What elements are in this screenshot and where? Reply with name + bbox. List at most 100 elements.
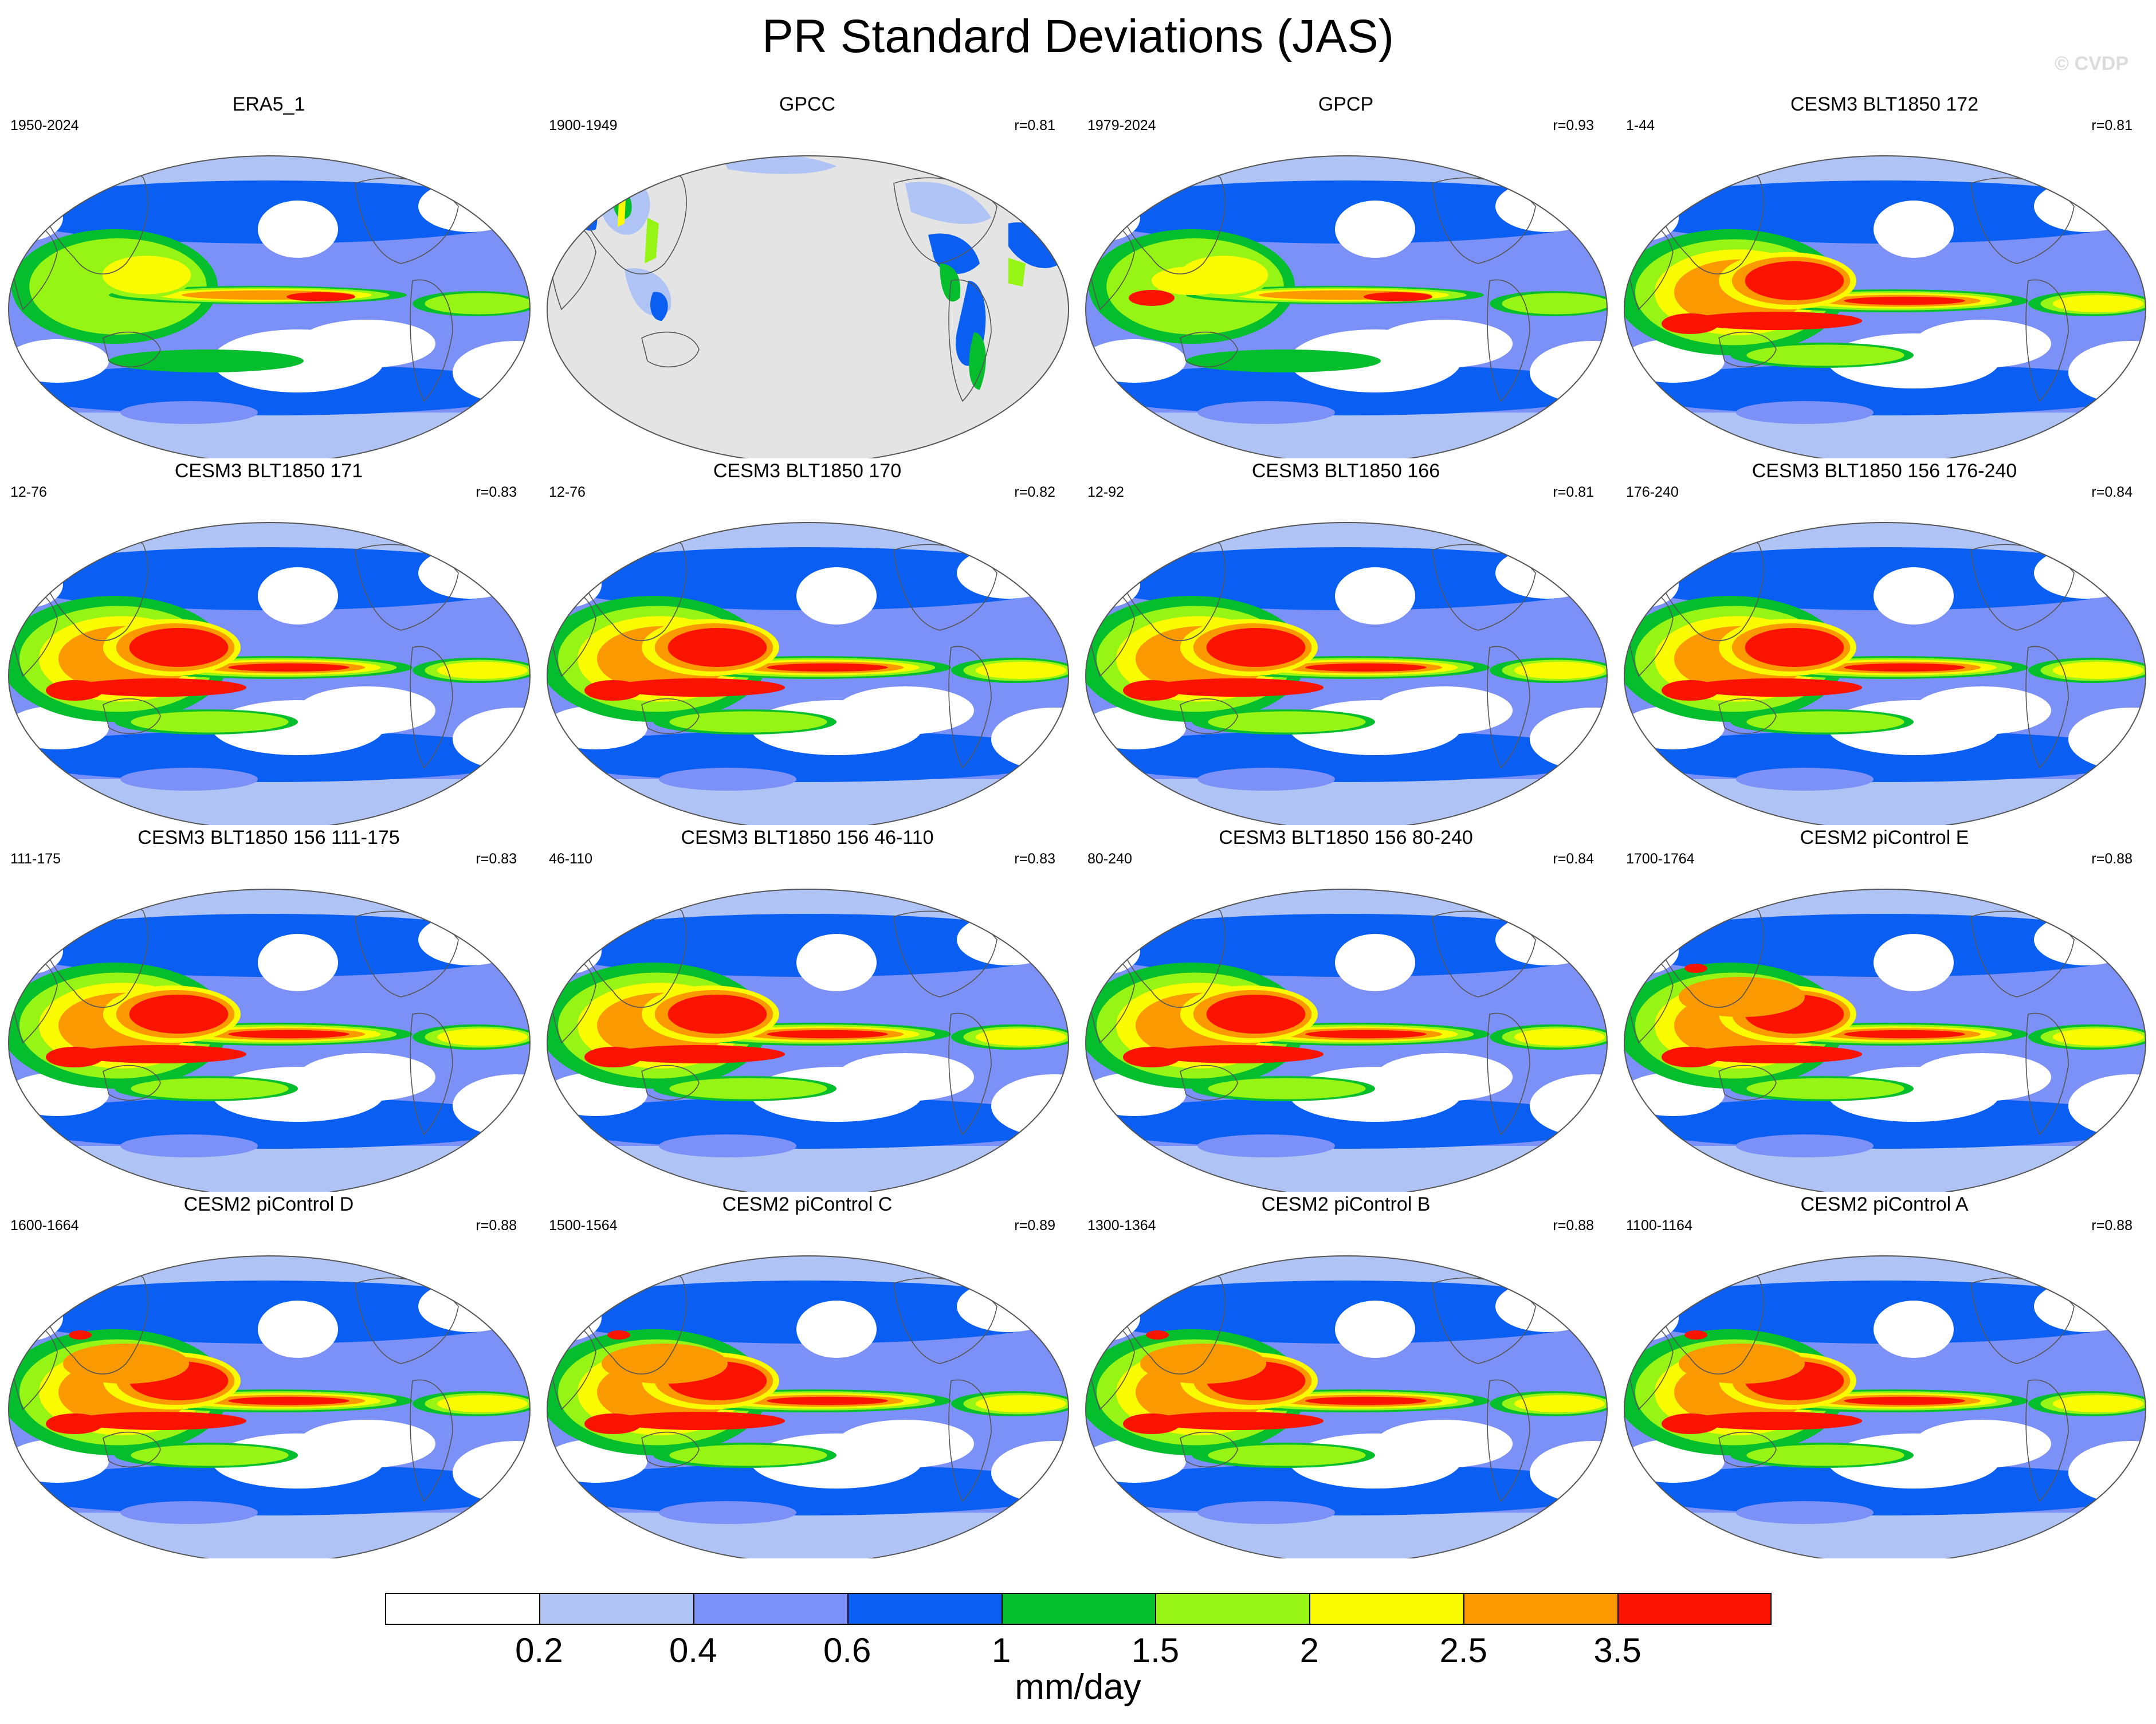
dry-zone-n-atlantic xyxy=(418,547,521,599)
coastline-australia xyxy=(103,1431,161,1468)
panel-year-range: 1500-1564 xyxy=(549,1218,618,1234)
southern-belt xyxy=(659,1501,796,1524)
map-globe xyxy=(8,155,531,458)
land-shade xyxy=(618,198,626,227)
spcz-band xyxy=(109,349,304,372)
colorbar-tick-label: 0.6 xyxy=(823,1631,871,1670)
globe-outline xyxy=(1085,1255,1608,1558)
south-polar-band xyxy=(9,779,530,825)
map-globe xyxy=(547,889,1069,1192)
south-polar-band xyxy=(1624,1146,2146,1192)
spcz-core xyxy=(1152,678,1324,697)
southern-belt xyxy=(659,768,796,791)
spcz-band xyxy=(131,1444,289,1466)
dry-zone-indian xyxy=(9,339,109,383)
coastline-europe xyxy=(1569,204,1607,235)
spcz-core xyxy=(74,1045,246,1063)
coastline-south-america xyxy=(1487,279,1530,402)
spcz-core xyxy=(1690,678,1862,697)
map-panel: CESM3 BLT1850 172 1-44 r=0.81 xyxy=(1616,92,2153,458)
itcz-band xyxy=(228,663,349,672)
panel-pattern-correlation: r=0.83 xyxy=(476,851,517,867)
map-globe xyxy=(1624,889,2146,1192)
land-shade xyxy=(1008,258,1026,286)
dry-zone-n-atlantic xyxy=(2034,180,2137,232)
rain-core xyxy=(667,628,767,667)
globe-outline xyxy=(8,1255,531,1558)
dry-zone-ne-pacific xyxy=(1874,1301,1954,1358)
colorbar-segment xyxy=(1463,1593,1618,1625)
atlantic-itcz xyxy=(1502,293,1607,315)
spcz-core xyxy=(613,1045,785,1063)
spcz-band xyxy=(669,1444,827,1466)
south-polar-band xyxy=(1086,779,1607,825)
atlantic-itcz xyxy=(437,1395,528,1412)
spcz-core xyxy=(1690,1045,1862,1063)
coastline-south-america xyxy=(948,1012,992,1136)
dry-zone-ne-pacific xyxy=(1335,934,1415,991)
coastline-europe xyxy=(1031,937,1069,968)
dry-zone-pacific xyxy=(837,1420,974,1468)
storm-track-south xyxy=(9,1097,530,1149)
globe-outline xyxy=(547,522,1069,825)
storm-track-south xyxy=(1624,1464,2146,1515)
map-panel: CESM3 BLT1850 166 12-92 r=0.81 xyxy=(1077,458,1615,825)
coastline-south-america xyxy=(410,1012,453,1136)
south-polar-band xyxy=(1086,1513,1607,1558)
southern-belt xyxy=(120,768,258,791)
panel-year-range: 80-240 xyxy=(1087,851,1132,867)
coastline-europe xyxy=(492,937,530,968)
dry-zone-ne-pacific xyxy=(258,934,338,991)
dry-zone-n-atlantic xyxy=(1495,180,1599,232)
itcz-band xyxy=(767,1396,888,1405)
rain-core xyxy=(1745,628,1844,667)
dry-zone-pacific xyxy=(1914,1053,2051,1101)
dry-zone-ne-pacific xyxy=(1335,1301,1415,1358)
panel-year-range: 1300-1364 xyxy=(1087,1218,1156,1234)
figure-title: PR Standard Deviations (JAS) xyxy=(762,10,1394,62)
dry-zone-ne-pacific xyxy=(1874,201,1954,258)
coastline-australia xyxy=(103,331,161,368)
rain-max-2 xyxy=(1129,290,1175,306)
map-globe xyxy=(547,522,1069,825)
coastline-south-america xyxy=(2025,279,2069,402)
spcz-core xyxy=(1690,1412,1862,1430)
storm-track-south xyxy=(1086,731,1607,782)
spcz-band xyxy=(1208,1444,1366,1466)
itcz-band xyxy=(228,1030,349,1039)
map-panel: CESM3 BLT1850 156 46-110 46-110 r=0.83 xyxy=(539,825,1076,1192)
south-polar-band xyxy=(9,1146,530,1192)
panel-title: CESM2 piControl C xyxy=(722,1193,893,1215)
map-panel: GPCC 1900-1949 r=0.81 xyxy=(539,92,1076,458)
coastline-europe xyxy=(1569,1304,1607,1335)
rain-core xyxy=(1206,628,1306,667)
spcz-band xyxy=(1208,711,1366,733)
panel-year-range: 1950-2024 xyxy=(10,117,79,133)
itcz-band xyxy=(1305,1030,1427,1039)
rain-max-2 xyxy=(1684,1330,1707,1340)
coastline-australia xyxy=(641,1431,700,1468)
globe-outline xyxy=(1085,889,1608,1192)
colorbar-segment xyxy=(1617,1593,1772,1625)
panel-year-range: 12-76 xyxy=(549,484,586,500)
rain-core xyxy=(129,628,229,667)
south-polar-band xyxy=(9,1513,530,1558)
panel-title: CESM3 BLT1850 156 80-240 xyxy=(1219,827,1473,849)
atlantic-itcz xyxy=(975,1028,1067,1046)
southern-belt xyxy=(1736,1501,1874,1524)
map-panel: CESM2 piControl B 1300-1364 r=0.88 xyxy=(1077,1192,1615,1558)
atlantic-itcz xyxy=(2052,662,2144,679)
map-globe xyxy=(547,155,1069,458)
coastline-europe xyxy=(1031,204,1069,235)
itcz-band xyxy=(1844,1396,1965,1405)
spcz-band xyxy=(131,1078,289,1099)
coastline-south-america xyxy=(2025,1379,2069,1502)
coastline-europe xyxy=(492,1304,530,1335)
globe-outline xyxy=(547,1255,1069,1558)
south-polar-band xyxy=(1086,413,1607,458)
dry-zone-pacific xyxy=(1914,1420,2051,1468)
globe-outline xyxy=(547,155,1069,458)
globe-outline xyxy=(547,889,1069,1192)
panel-pattern-correlation: r=0.81 xyxy=(1553,484,1594,500)
dry-zone-ne-pacific xyxy=(796,934,877,991)
